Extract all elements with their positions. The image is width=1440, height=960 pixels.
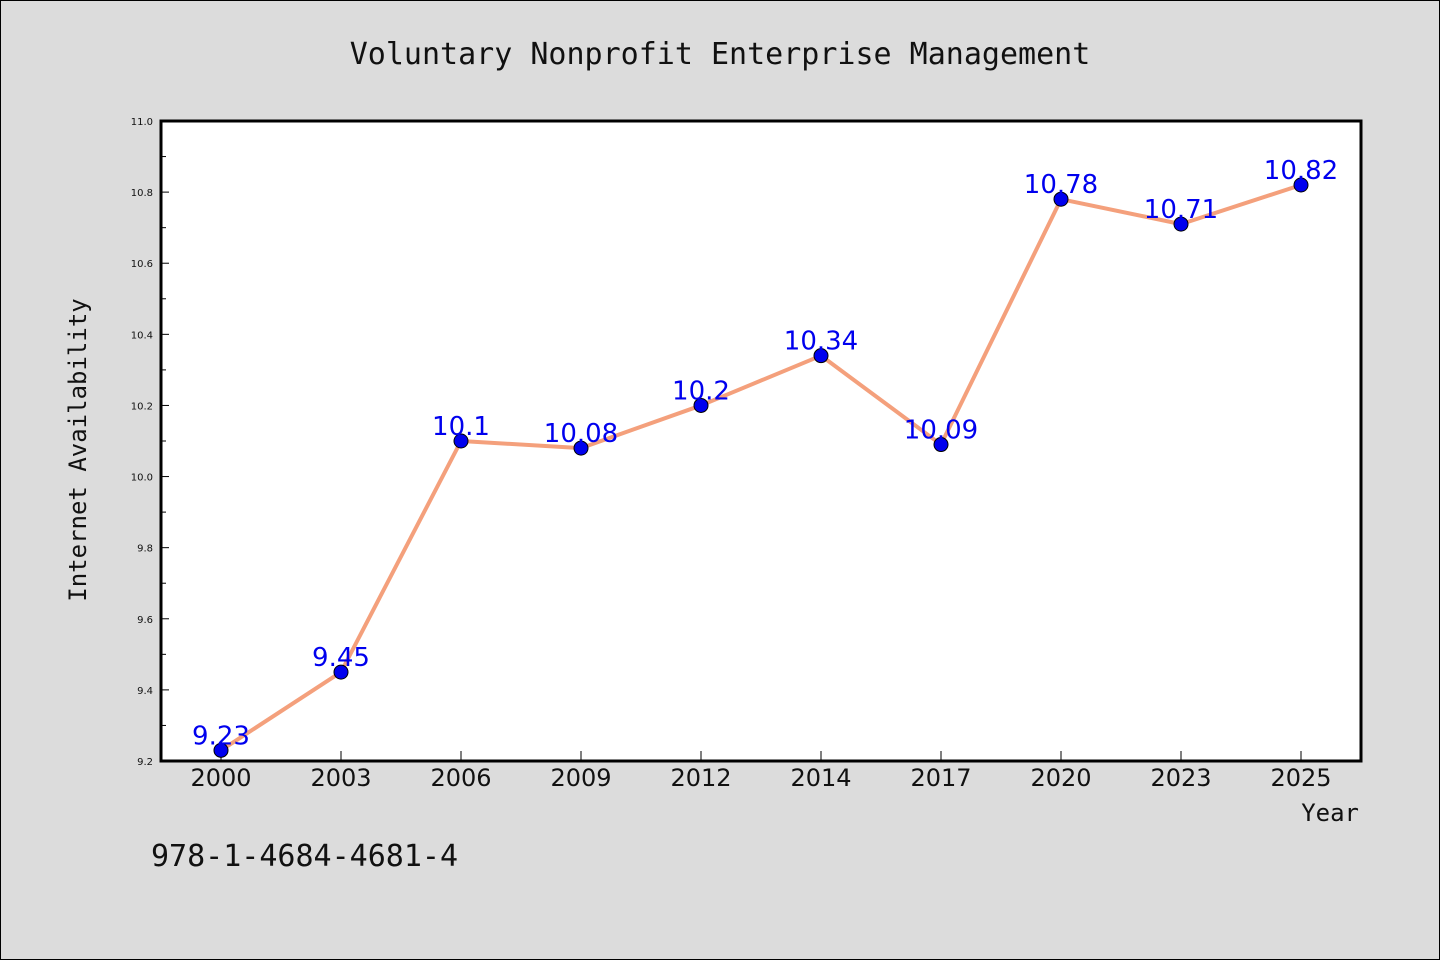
y-tick-label: 9.4 <box>137 686 153 697</box>
x-tick-label: 2017 <box>910 764 971 792</box>
x-axis: 2000 2003 2006 2009 2012 2014 2017 2020 2023 2025 <box>190 751 1332 792</box>
data-point <box>453 433 469 449</box>
data-labels: 9.23 9.45 10.1 10.08 10.2 10.34 10.09 10.78 10.7… <box>192 156 1338 751</box>
data-point <box>1173 216 1189 232</box>
data-point <box>933 437 949 453</box>
data-label: 10.1 <box>432 412 490 442</box>
isbn-annotation: 978-1-4684-4681-4 <box>151 839 458 874</box>
plot-area <box>159 119 1363 763</box>
y-tick-label: 9.2 <box>137 757 153 768</box>
data-label: 10.34 <box>784 327 858 357</box>
data-point <box>1053 191 1069 207</box>
data-label: 9.23 <box>192 721 250 751</box>
x-tick-label: 2023 <box>1150 764 1211 792</box>
chart-title: Voluntary Nonprofit Enterprise Managemen… <box>350 37 1091 72</box>
y-tick-label: 10.4 <box>131 330 153 341</box>
data-series <box>213 177 1309 758</box>
data-label: 9.45 <box>312 643 370 673</box>
data-label: 10.09 <box>904 416 978 446</box>
data-point <box>693 397 709 413</box>
data-label: 10.71 <box>1144 195 1218 225</box>
data-label: 10.82 <box>1264 156 1338 186</box>
y-tick-label: 11.0 <box>131 117 153 128</box>
y-tick-label: 10.6 <box>131 259 153 270</box>
data-point <box>813 348 829 364</box>
x-tick-label: 2012 <box>670 764 731 792</box>
y-tick-label: 10.8 <box>131 188 153 199</box>
x-axis-label: Year <box>1301 799 1359 827</box>
y-tick-label: 10.2 <box>131 401 153 412</box>
x-tick-label: 2014 <box>790 764 851 792</box>
data-label: 10.78 <box>1024 170 1098 200</box>
data-label: 10.2 <box>672 376 730 406</box>
y-tick-label: 9.8 <box>137 544 153 555</box>
x-tick-label: 2020 <box>1030 764 1091 792</box>
data-label: 10.08 <box>544 419 618 449</box>
x-tick-label: 2009 <box>550 764 611 792</box>
data-point <box>213 742 229 758</box>
y-tick-label: 10.0 <box>131 473 153 484</box>
data-point <box>573 440 589 456</box>
y-axis-label: Internet Availability <box>64 298 92 601</box>
x-tick-label: 2000 <box>190 764 251 792</box>
x-tick-label: 2003 <box>310 764 371 792</box>
x-tick-label: 2025 <box>1270 764 1331 792</box>
data-point <box>333 664 349 680</box>
series-line <box>219 183 1302 753</box>
y-tick-label: 9.6 <box>137 615 153 626</box>
x-tick-label: 2006 <box>430 764 491 792</box>
data-point <box>1293 177 1309 193</box>
y-axis: 9.2 9.4 9.6 9.8 10.0 10.2 10.4 10.6 10.8 11.0 <box>131 117 169 768</box>
